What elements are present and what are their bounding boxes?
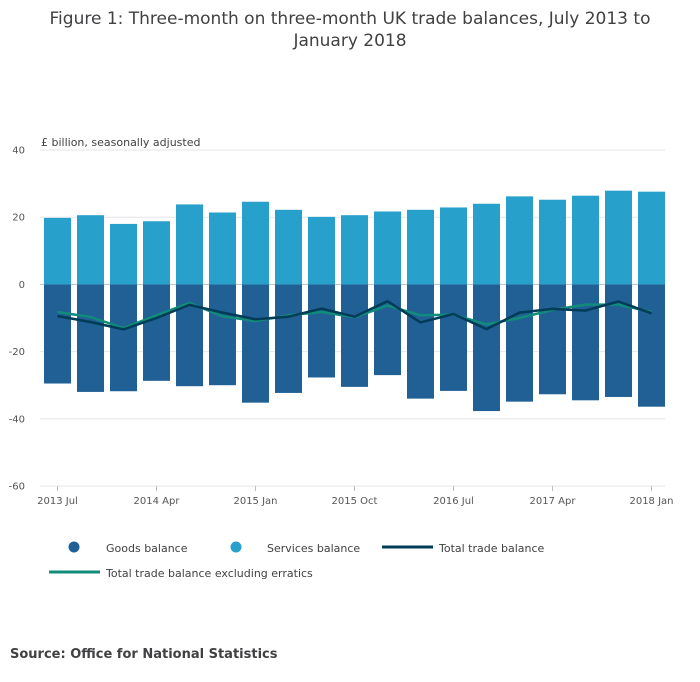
goods-bar xyxy=(638,284,665,407)
legend-services-label: Services balance xyxy=(267,542,361,555)
services-bar xyxy=(341,215,368,285)
services-bar xyxy=(539,199,566,285)
goods-bar xyxy=(242,284,269,403)
services-bar xyxy=(572,195,599,285)
services-bar xyxy=(506,196,533,285)
x-tick-label: 2018 Jan xyxy=(629,496,673,507)
services-bar xyxy=(308,216,335,285)
services-bar xyxy=(374,211,401,285)
services-bar xyxy=(638,191,665,285)
chart-title: Figure 1: Three-month on three-month UK … xyxy=(49,9,651,51)
x-tick-label: 2015 Jan xyxy=(233,496,277,507)
goods-bar xyxy=(275,284,302,393)
source-note: Source: Office for National Statistics xyxy=(10,647,278,662)
services-bar xyxy=(605,190,632,285)
goods-bar xyxy=(44,284,71,384)
legend-excl-erratics-line-icon xyxy=(49,570,100,574)
x-tick-label: 2013 Jul xyxy=(37,496,78,507)
y-tick-label: 20 xyxy=(12,213,25,224)
x-tick-label: 2014 Apr xyxy=(134,496,181,507)
services-bar xyxy=(473,203,500,285)
goods-bar xyxy=(143,284,170,381)
services-bar xyxy=(440,207,467,285)
services-bar xyxy=(77,215,104,285)
y-tick-label: -20 xyxy=(9,347,25,358)
goods-bar xyxy=(407,284,434,399)
y-axis-label: £ billion, seasonally adjusted xyxy=(41,136,201,149)
services-bar xyxy=(110,223,137,285)
legend-goods-dot-icon xyxy=(68,541,80,553)
legend-services-dot-icon xyxy=(230,541,242,553)
goods-bar xyxy=(110,284,137,392)
goods-bar xyxy=(341,284,368,387)
legend-goods-label: Goods balance xyxy=(106,542,188,555)
goods-bar xyxy=(374,284,401,376)
goods-bar xyxy=(209,284,236,386)
x-tick-label: 2015 Oct xyxy=(332,496,378,507)
legend-total-label: Total trade balance xyxy=(439,542,545,555)
y-tick-label: 40 xyxy=(12,146,25,157)
services-bar xyxy=(407,209,434,285)
goods-bar xyxy=(473,284,500,412)
goods-bar xyxy=(506,284,533,402)
services-bar xyxy=(275,209,302,285)
y-tick-label: -40 xyxy=(9,414,25,425)
legend-total-line-icon xyxy=(382,545,433,549)
legend-excl-erratics-label: Total trade balance excluding erratics xyxy=(106,567,313,580)
goods-bar xyxy=(176,284,203,387)
services-bar xyxy=(44,217,71,285)
y-tick-label: 0 xyxy=(19,280,25,291)
goods-bar xyxy=(308,284,335,378)
total-trade-line xyxy=(57,299,652,331)
goods-bar xyxy=(572,284,599,401)
x-tick-label: 2017 Apr xyxy=(530,496,577,507)
services-bar xyxy=(209,212,236,285)
services-bar xyxy=(176,204,203,285)
goods-bar xyxy=(539,284,566,395)
goods-bar xyxy=(440,284,467,391)
x-tick-label: 2016 Jul xyxy=(433,496,474,507)
y-tick-label: -60 xyxy=(9,482,25,493)
services-bar xyxy=(242,201,269,285)
services-bar xyxy=(143,221,170,285)
goods-bar xyxy=(77,284,104,392)
